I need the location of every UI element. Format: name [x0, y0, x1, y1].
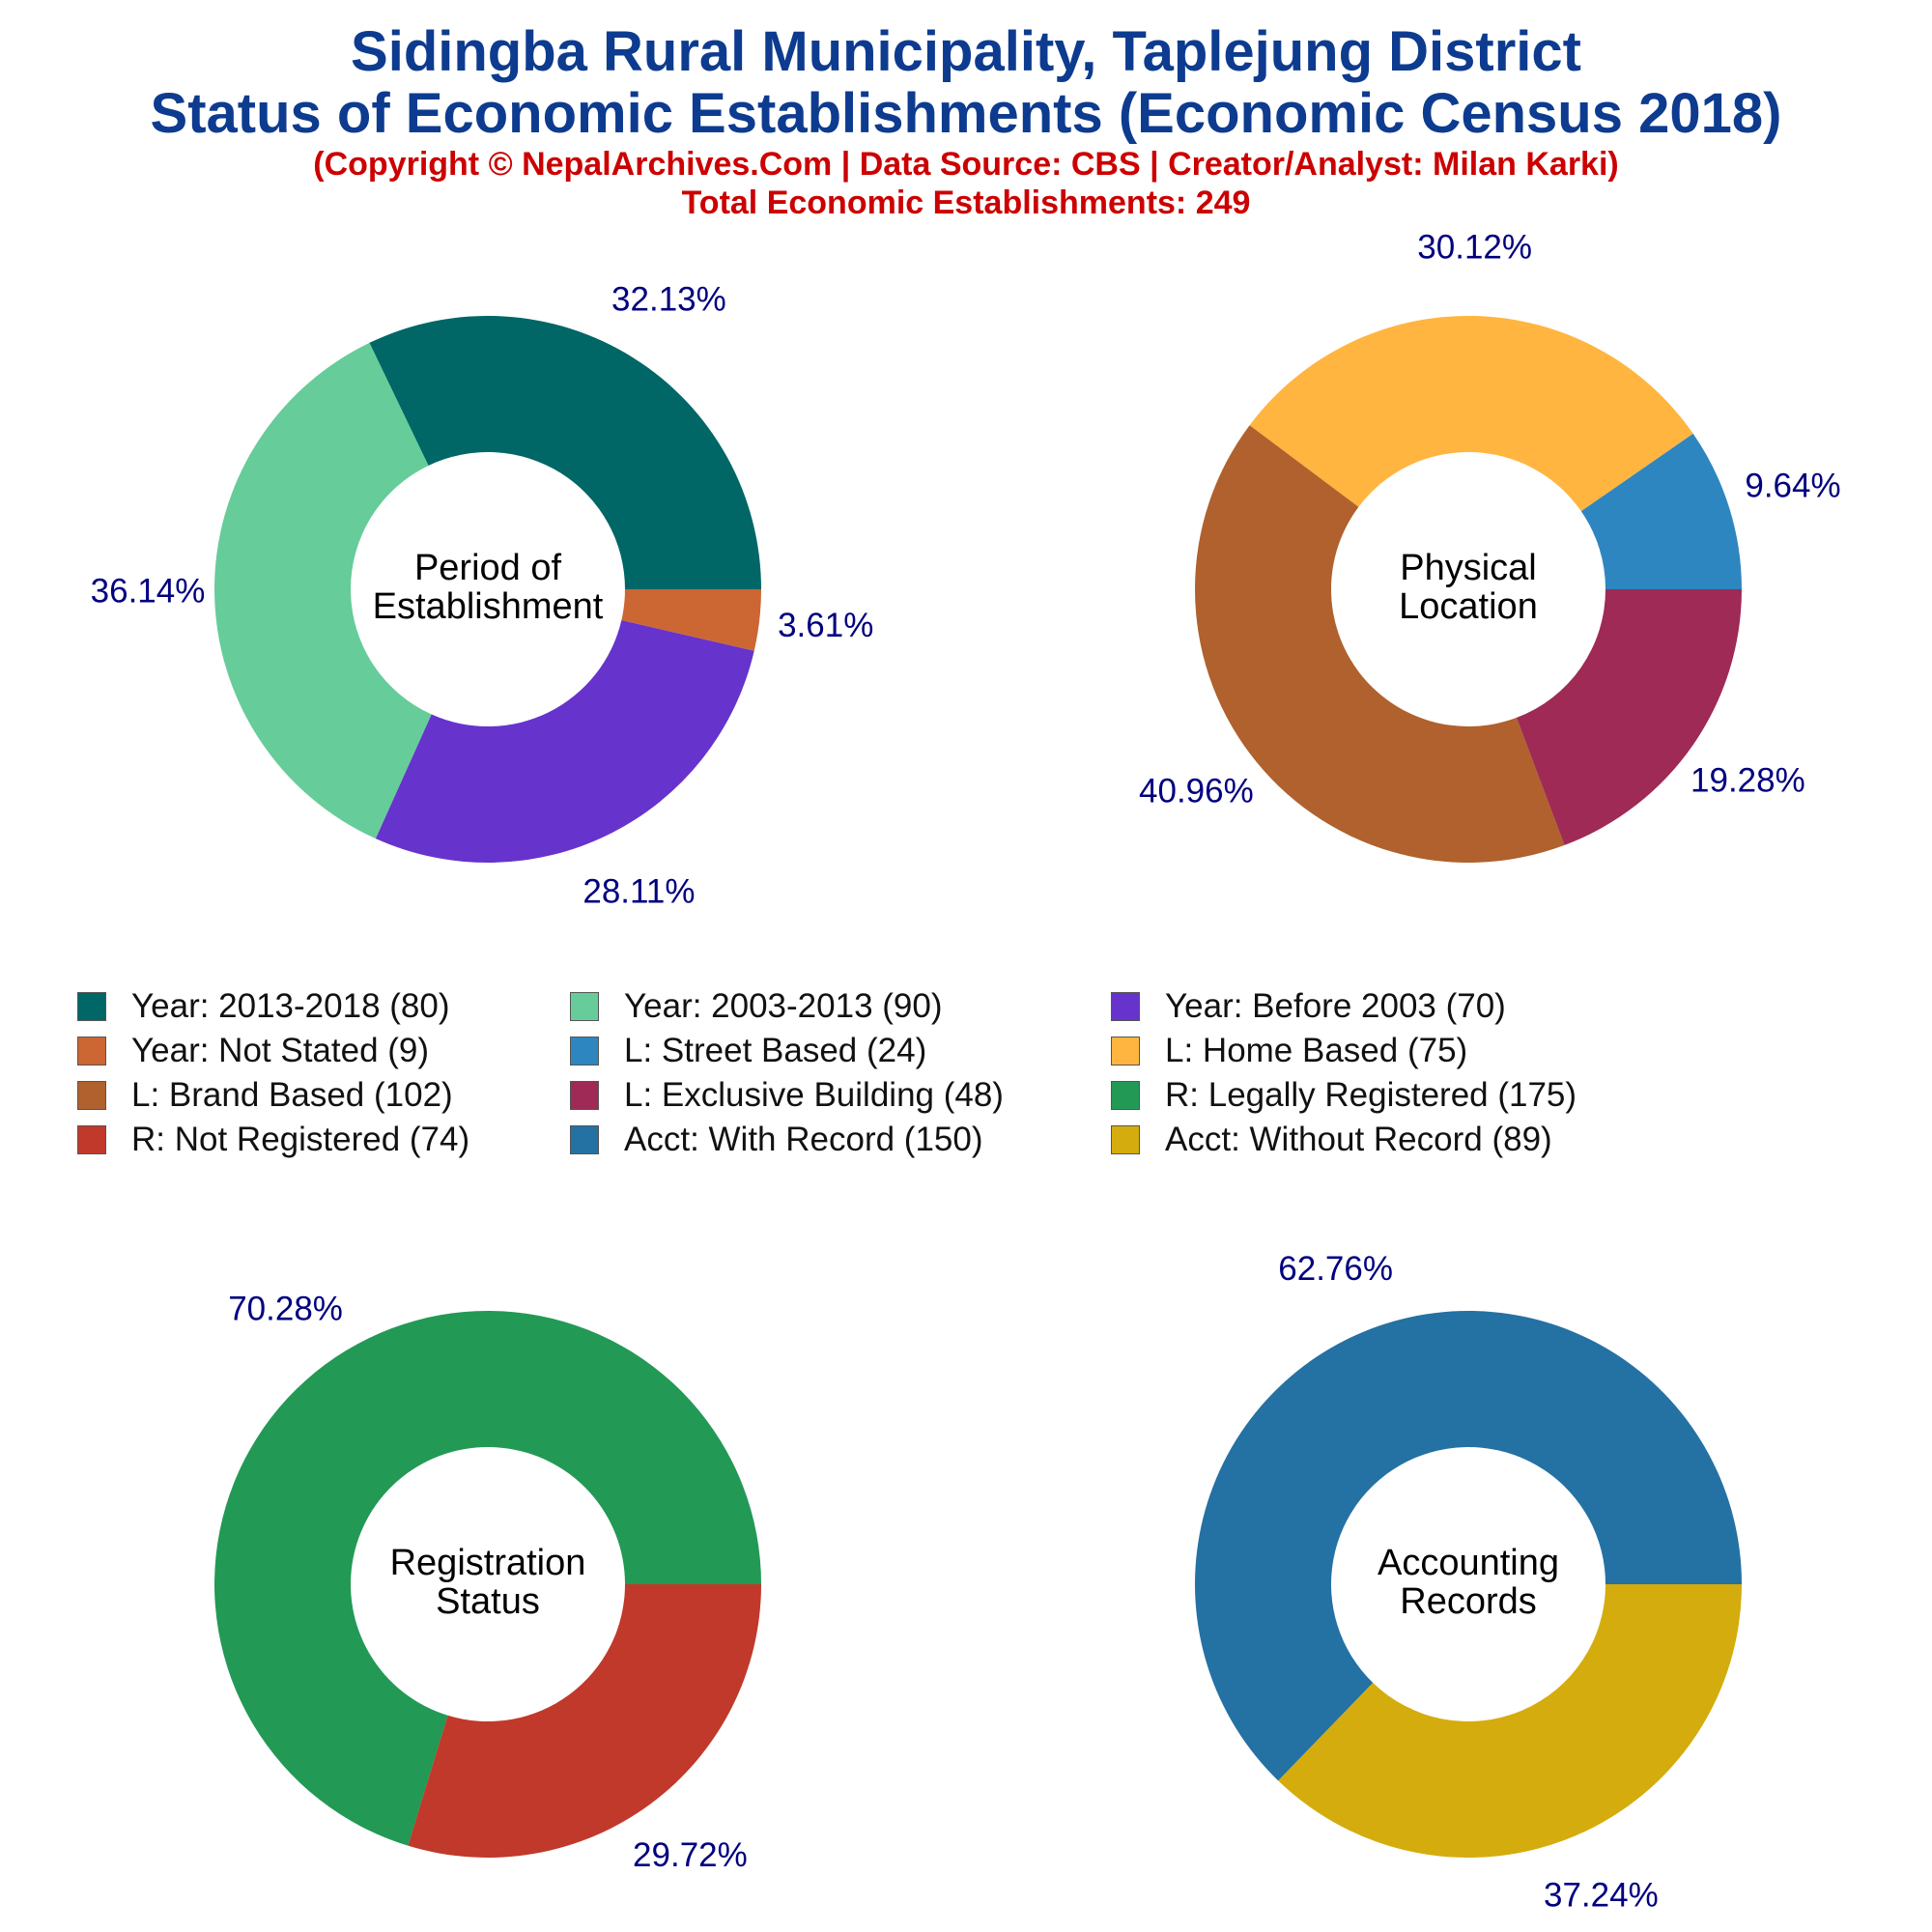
legend-swatch — [570, 1037, 599, 1065]
legend-label: Acct: Without Record (89) — [1165, 1121, 1552, 1158]
legend-swatch — [77, 992, 106, 1021]
legend-swatch — [570, 1125, 599, 1154]
slice-year-before-2003 — [375, 619, 754, 863]
slice-l-home-based — [1249, 315, 1693, 512]
percent-label-l-brand-based: 40.96% — [1139, 772, 1254, 810]
slice-l-brand-based — [1195, 425, 1565, 863]
legend-label: Year: 2013-2018 (80) — [131, 987, 450, 1025]
legend-label: L: Street Based (24) — [624, 1032, 927, 1069]
percent-label-acct-with-record: 62.76% — [1278, 1250, 1393, 1288]
legend-swatch — [77, 1037, 106, 1065]
legend-label: Year: Not Stated (9) — [131, 1032, 430, 1069]
legend-item-r-not-registered-74: R: Not Registered (74) — [77, 1121, 570, 1159]
legend-item-year-not-stated-9: Year: Not Stated (9) — [77, 1032, 570, 1070]
legend-label: Year: 2003-2013 (90) — [624, 987, 943, 1025]
chart-header: Sidingba Rural Municipality, Taplejung D… — [0, 21, 1932, 222]
center-label-accounting-records-1: Records — [1400, 1581, 1537, 1622]
legend-label: L: Exclusive Building (48) — [624, 1076, 1004, 1114]
legend-item-acct-without-record-89: Acct: Without Record (89) — [1111, 1121, 1690, 1159]
legend-label: R: Legally Registered (175) — [1165, 1076, 1577, 1114]
percent-label-l-street-based: 9.64% — [1745, 467, 1840, 504]
percent-label-year-2013-2018: 32.13% — [611, 280, 726, 318]
percent-label-year-2003-2013: 36.14% — [91, 573, 206, 611]
center-label-period-of-establishment-0: Period of — [414, 548, 562, 588]
center-label-registration-status-0: Registration — [390, 1543, 586, 1583]
legend-label: Year: Before 2003 (70) — [1165, 987, 1506, 1025]
legend-item-l-brand-based-102: L: Brand Based (102) — [77, 1076, 570, 1115]
percent-label-l-exclusive-building: 19.28% — [1690, 762, 1805, 800]
center-label-period-of-establishment-1: Establishment — [373, 586, 604, 627]
legend-swatch — [1111, 992, 1140, 1021]
legend-swatch — [1111, 1081, 1140, 1110]
center-label-registration-status-1: Status — [436, 1581, 540, 1622]
slice-acct-without-record — [1278, 1584, 1742, 1858]
percent-label-acct-without-record: 37.24% — [1544, 1876, 1659, 1914]
chart-title-line-1: Sidingba Rural Municipality, Taplejung D… — [351, 20, 1581, 83]
legend-swatch — [77, 1081, 106, 1110]
total-establishments: Total Economic Establishments: 249 — [681, 185, 1251, 221]
legend-item-l-street-based-24: L: Street Based (24) — [570, 1032, 1111, 1070]
percent-label-r-legally-registered: 70.28% — [228, 1290, 343, 1327]
legend-label: L: Brand Based (102) — [131, 1076, 453, 1114]
legend-item-l-home-based-75: L: Home Based (75) — [1111, 1032, 1690, 1070]
slice-r-not-registered — [408, 1584, 761, 1858]
percent-label-year-before-2003: 28.11% — [582, 873, 695, 911]
legend-item-l-exclusive-building-48: L: Exclusive Building (48) — [570, 1076, 1111, 1115]
slice-year-2003-2013 — [213, 342, 432, 839]
slice-year-2013-2018 — [369, 315, 761, 589]
legend-swatch — [570, 992, 599, 1021]
legend-item-year-2003-2013-90: Year: 2003-2013 (90) — [570, 987, 1111, 1026]
slice-year-not-stated — [621, 589, 761, 651]
legend-label: R: Not Registered (74) — [131, 1121, 470, 1158]
legend-label: L: Home Based (75) — [1165, 1032, 1468, 1069]
slice-l-exclusive-building — [1516, 589, 1742, 845]
legend: Year: 2013-2018 (80) Year: 2003-2013 (90)… — [77, 987, 1893, 1159]
center-label-physical-location-0: Physical — [1400, 548, 1537, 588]
legend-item-year-before-2003-70: Year: Before 2003 (70) — [1111, 987, 1690, 1026]
legend-swatch — [77, 1125, 106, 1154]
legend-item-acct-with-record-150: Acct: With Record (150) — [570, 1121, 1111, 1159]
percent-label-year-not-stated: 3.61% — [778, 607, 873, 644]
percent-label-r-not-registered: 29.72% — [633, 1836, 748, 1874]
chart-title-line-2: Status of Economic Establishments (Econo… — [150, 82, 1782, 145]
legend-swatch — [1111, 1037, 1140, 1065]
slice-r-legally-registered — [213, 1311, 761, 1846]
legend-label: Acct: With Record (150) — [624, 1121, 983, 1158]
center-label-accounting-records-0: Accounting — [1378, 1543, 1559, 1583]
percent-label-l-home-based: 30.12% — [1417, 228, 1532, 266]
legend-item-r-legally-registered-175: R: Legally Registered (175) — [1111, 1076, 1690, 1115]
slice-l-street-based — [1580, 433, 1742, 589]
legend-swatch — [570, 1081, 599, 1110]
legend-item-year-2013-2018-80: Year: 2013-2018 (80) — [77, 987, 570, 1026]
slice-acct-with-record — [1194, 1311, 1742, 1781]
copyright-line: (Copyright © NepalArchives.Com | Data So… — [313, 146, 1619, 183]
donut-chart-period-of-establishment: 32.13% 36.14% 28.11% 3.61% Period ofEstablis… — [91, 280, 874, 910]
legend-swatch — [1111, 1125, 1140, 1154]
center-label-physical-location-1: Location — [1399, 586, 1538, 627]
